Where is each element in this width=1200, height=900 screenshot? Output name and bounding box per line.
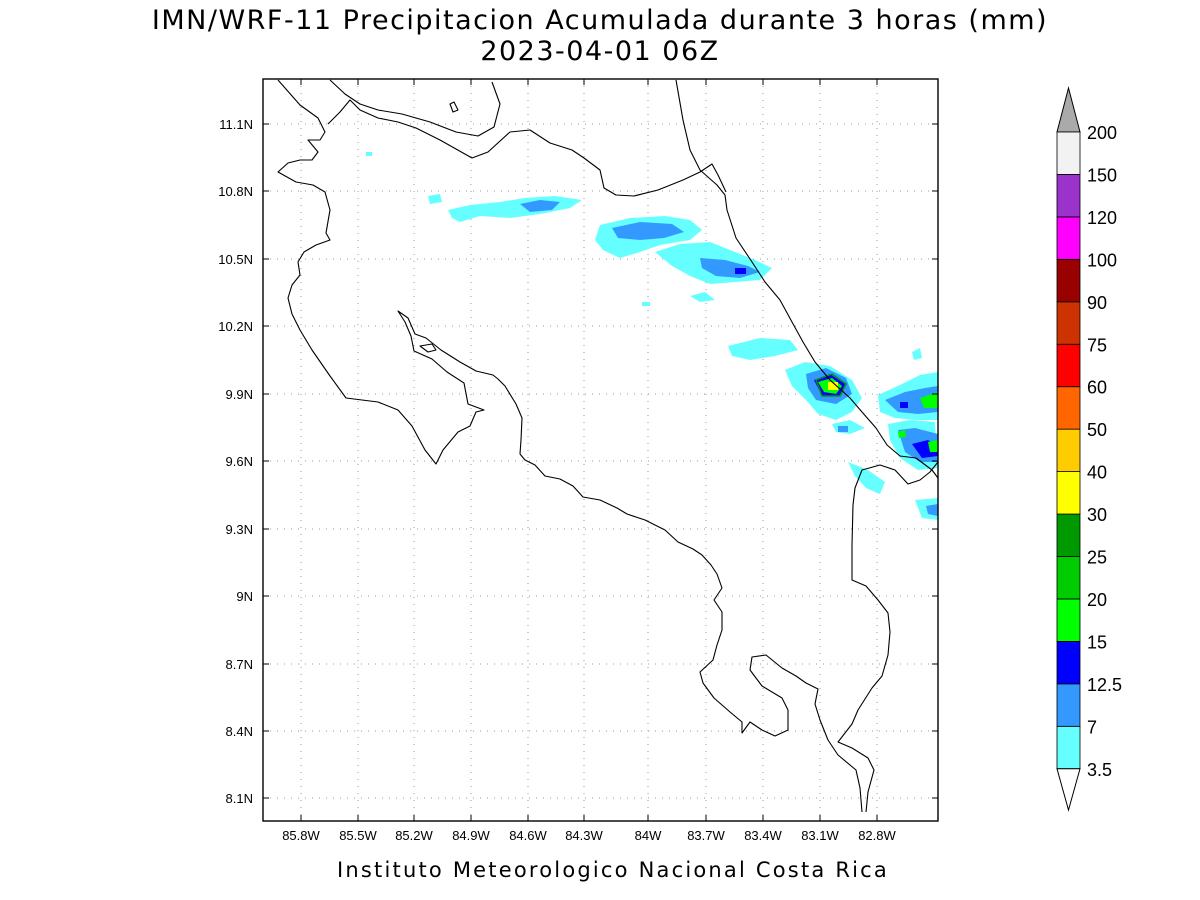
lon-tick-label: 85.8W [282,828,320,843]
colorbar-label: 150 [1087,165,1117,185]
caribbean-coast [675,79,939,479]
nicaragua-border [327,99,727,197]
colorbar-swatch [1056,428,1081,472]
latitude-axis: 11.1N 10.8N 10.5N 10.2N 9.9N 9.6N 9.3N 9N 8.7N 8.… [218,117,938,806]
precip-area-very_heavy [898,430,906,438]
colorbar-label: 120 [1087,208,1117,228]
colorbar-label: 100 [1087,250,1117,270]
precip-area-moderate [612,222,684,240]
map-area: 85.8W 85.5W 85.2W 84.9W 84.6W 84.3W 84W 83.7W 83… [218,78,939,843]
colorbar-swatch [1056,598,1081,642]
precip-area-light [912,348,922,360]
lon-tick-label: 84.6W [509,828,547,843]
lake-nicaragua-shore [329,79,501,137]
lat-tick-label: 10.8N [218,184,253,199]
colorbar-swatch [1056,386,1081,430]
colorbar-legend: 3.5 7 12.5 15 20 25 30 40 50 60 75 90 100 120 150 200 [1056,86,1122,812]
lon-tick-label: 83.4W [744,828,782,843]
lon-tick-label: 85.5W [339,828,377,843]
colorbar-bottom-arrow [1056,768,1081,812]
lon-tick-label: 85.2W [395,828,433,843]
colorbar-label: 40 [1087,463,1107,483]
lon-tick-label: 84W [635,828,662,843]
colorbar-top-arrow [1056,86,1081,133]
costa-rica-coastline [277,79,863,813]
lat-tick-label: 9N [236,589,253,604]
colorbar-swatch [1056,683,1081,727]
precip-area-moderate [838,426,848,432]
lon-tick-label: 84.9W [452,828,490,843]
colorbar-swatch [1056,301,1081,345]
lat-tick-label: 10.2N [218,319,253,334]
precipitation-overlay [366,152,938,520]
graticule [263,79,938,821]
precip-area-light [366,152,372,156]
colorbar-swatch [1056,725,1081,770]
colorbar-swatch [1056,216,1081,260]
map-subtitle: 2023-04-01 06Z [480,36,719,67]
colorbar-swatch [1056,258,1081,303]
lat-tick-label: 11.1N [219,117,253,132]
colorbar-label: 50 [1087,420,1107,440]
precip-area-light [428,194,442,204]
precip-area-heavy [735,268,746,274]
precip-area-light [728,338,798,360]
lon-tick-label: 84.3W [565,828,603,843]
colorbar-label: 20 [1087,590,1107,610]
map-title: IMN/WRF-11 Precipitacion Acumulada duran… [152,5,1048,36]
precip-area-heavy [900,402,908,408]
map-frame [262,78,939,822]
colorbar-label: 3.5 [1087,760,1112,780]
lon-tick-label: 82.8W [858,828,896,843]
colorbar-label: 30 [1087,505,1107,525]
colorbar-swatch [1056,343,1081,388]
precip-area-moderate [520,200,560,212]
lat-tick-label: 8.7N [226,657,253,672]
map-footer: Instituto Meteorologico Nacional Costa R… [337,858,889,882]
colorbar-label: 60 [1087,378,1107,398]
lat-tick-label: 9.6N [226,454,253,469]
lat-tick-label: 9.3N [226,522,253,537]
colorbar-swatch [1056,131,1081,175]
pacific-coast-south [837,461,939,813]
colorbar-label: 90 [1087,293,1107,313]
longitude-axis: 85.8W 85.5W 85.2W 84.9W 84.6W 84.3W 84W 83.7W 83… [282,79,897,843]
small-island [449,101,459,113]
coastlines-and-borders [277,79,939,813]
precip-area-very_heavy [928,440,938,452]
lon-tick-label: 83.7W [687,828,725,843]
colorbar-swatch [1056,471,1081,515]
lat-tick-label: 8.1N [226,791,253,806]
colorbar-swatch [1056,556,1081,600]
colorbar-label: 25 [1087,548,1107,568]
precip-area-very_heavy [920,392,938,408]
map-background [263,79,938,821]
lon-tick-label: 83.1W [801,828,839,843]
precip-area-light [848,462,885,494]
colorbar-swatch [1056,513,1081,557]
precip-area-extreme [828,382,838,390]
nicoya-island [419,343,437,353]
precip-area-moderate [926,504,938,516]
precip-area-light [690,292,715,302]
colorbar-label: 12.5 [1087,675,1122,695]
colorbar-label: 7 [1087,717,1097,737]
colorbar-label: 15 [1087,632,1107,652]
colorbar-label: 75 [1087,335,1107,355]
colorbar-label: 200 [1087,123,1117,143]
colorbar-swatch [1056,641,1081,685]
lat-tick-label: 10.5N [218,252,253,267]
lat-tick-label: 9.9N [226,387,253,402]
colorbar-swatch [1056,174,1081,218]
precip-contour-intense [815,373,847,397]
lat-tick-label: 8.4N [226,724,253,739]
precip-area-light [642,302,650,306]
